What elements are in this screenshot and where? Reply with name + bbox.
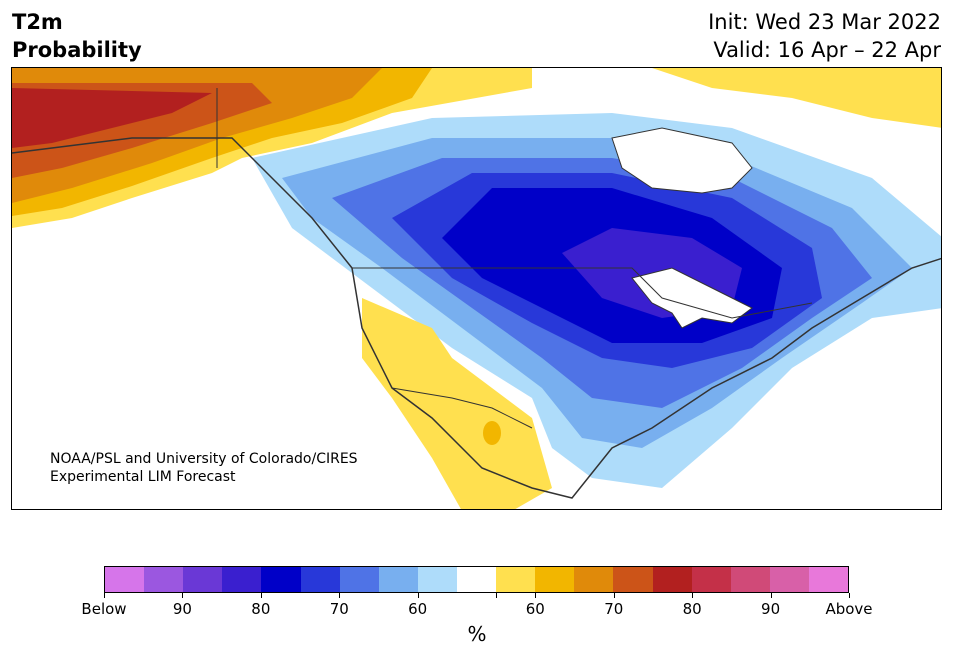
colorbar-tick	[849, 593, 850, 598]
above-60-region-southwest	[362, 298, 552, 509]
colorbar-swatch	[613, 567, 653, 592]
colorbar-tick	[496, 593, 498, 598]
colorbar-tick	[613, 593, 615, 598]
colorbar-swatch	[535, 567, 575, 592]
colorbar-tick-label: 90	[172, 600, 192, 618]
colorbar-swatch	[652, 567, 692, 592]
colorbar-swatch	[574, 567, 614, 592]
colorbar-swatch	[222, 567, 262, 592]
colorbar-tick-label: Above	[825, 600, 873, 618]
colorbar-unit: %	[467, 622, 487, 646]
credit-text: NOAA/PSL and University of Colorado/CIRE…	[50, 450, 358, 486]
colorbar-tick-label: 60	[525, 600, 545, 618]
colorbar-swatch	[456, 567, 497, 592]
colorbar-swatch	[105, 567, 145, 592]
colorbar-tick	[535, 593, 537, 598]
us-mexico-border	[391, 387, 533, 429]
colorbar-tick-label: 60	[408, 600, 428, 618]
colorbar-tick-label: Below	[81, 600, 127, 618]
colorbar-tick	[182, 593, 184, 598]
map-canvas	[12, 68, 941, 509]
title-line-2: Probability	[12, 38, 142, 62]
colorbar-swatch	[183, 567, 223, 592]
colorbar-tick-label: 90	[761, 600, 781, 618]
above-70-region-mexico	[483, 421, 501, 445]
colorbar-tick-label: 70	[604, 600, 624, 618]
colorbar-tick	[339, 593, 341, 598]
probability-map: NOAA/PSL and University of Colorado/CIRE…	[11, 67, 942, 510]
colorbar-swatch	[339, 567, 379, 592]
colorbar-swatch	[730, 567, 770, 592]
colorbar-tick	[692, 593, 694, 598]
title-line-1: T2m	[12, 10, 63, 34]
colorbar-swatch	[300, 567, 340, 592]
colorbar-tick	[417, 593, 419, 598]
colorbar-tick-label: 70	[329, 600, 349, 618]
colorbar-swatch	[496, 567, 536, 592]
credit-line-2: Experimental LIM Forecast	[50, 469, 236, 485]
map-title: T2m Probability	[12, 8, 142, 64]
colorbar-tick-label: 80	[682, 600, 702, 618]
colorbar-tick	[260, 593, 262, 598]
colorbar-swatch	[144, 567, 184, 592]
colorbar-swatch	[378, 567, 418, 592]
colorbar-swatch	[808, 567, 849, 592]
hudson-bay	[611, 127, 753, 194]
colorbar-tick	[770, 593, 772, 598]
colorbar-swatch	[417, 567, 457, 592]
us-canada-border	[352, 267, 813, 319]
above-max-region-alaska	[12, 88, 212, 148]
colorbar-swatch	[691, 567, 731, 592]
colorbar-tick-label: 80	[251, 600, 271, 618]
colorbar-tick	[104, 593, 105, 598]
above-60-region-greenland	[652, 68, 941, 128]
forecast-dates: Init: Wed 23 Mar 2022 Valid: 16 Apr – 22…	[708, 8, 941, 64]
valid-range: Valid: 16 Apr – 22 Apr	[713, 38, 941, 62]
coastline	[12, 137, 941, 499]
credit-line-1: NOAA/PSL and University of Colorado/CIRE…	[50, 451, 358, 467]
init-date: Init: Wed 23 Mar 2022	[708, 10, 941, 34]
colorbar-swatch	[261, 567, 301, 592]
colorbar	[104, 566, 849, 593]
great-lakes	[631, 267, 753, 329]
colorbar-swatch	[769, 567, 809, 592]
